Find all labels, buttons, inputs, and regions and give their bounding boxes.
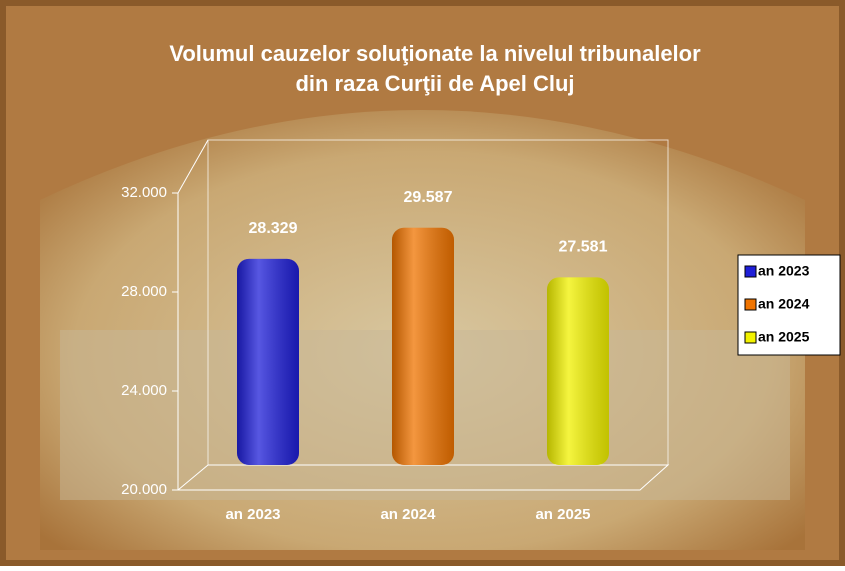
legend-label: an 2023 (758, 263, 810, 279)
legend-swatch (745, 266, 756, 277)
chart-title: din raza Curţii de Apel Cluj (295, 71, 574, 96)
x-tick-label: an 2025 (535, 506, 590, 523)
chart: Volumul cauzelor soluţionate la nivelul … (0, 0, 845, 566)
chart-title: Volumul cauzelor soluţionate la nivelul … (169, 41, 701, 66)
value-label: 29.587 (404, 189, 453, 206)
value-label: 27.581 (559, 239, 608, 256)
legend-swatch (745, 299, 756, 310)
legend-label: an 2025 (758, 329, 810, 345)
x-tick-label: an 2023 (225, 506, 280, 523)
bar-shading (237, 259, 299, 465)
legend-swatch (745, 332, 756, 343)
x-tick-label: an 2024 (380, 506, 436, 523)
legend-label: an 2024 (758, 296, 810, 312)
y-tick-label: 28.000 (121, 283, 167, 300)
y-tick-label: 32.000 (121, 184, 167, 201)
value-label: 28.329 (249, 220, 298, 237)
y-tick-label: 24.000 (121, 382, 167, 399)
bar-shading (547, 277, 609, 465)
y-tick-label: 20.000 (121, 481, 167, 498)
bar-shading (392, 228, 454, 465)
